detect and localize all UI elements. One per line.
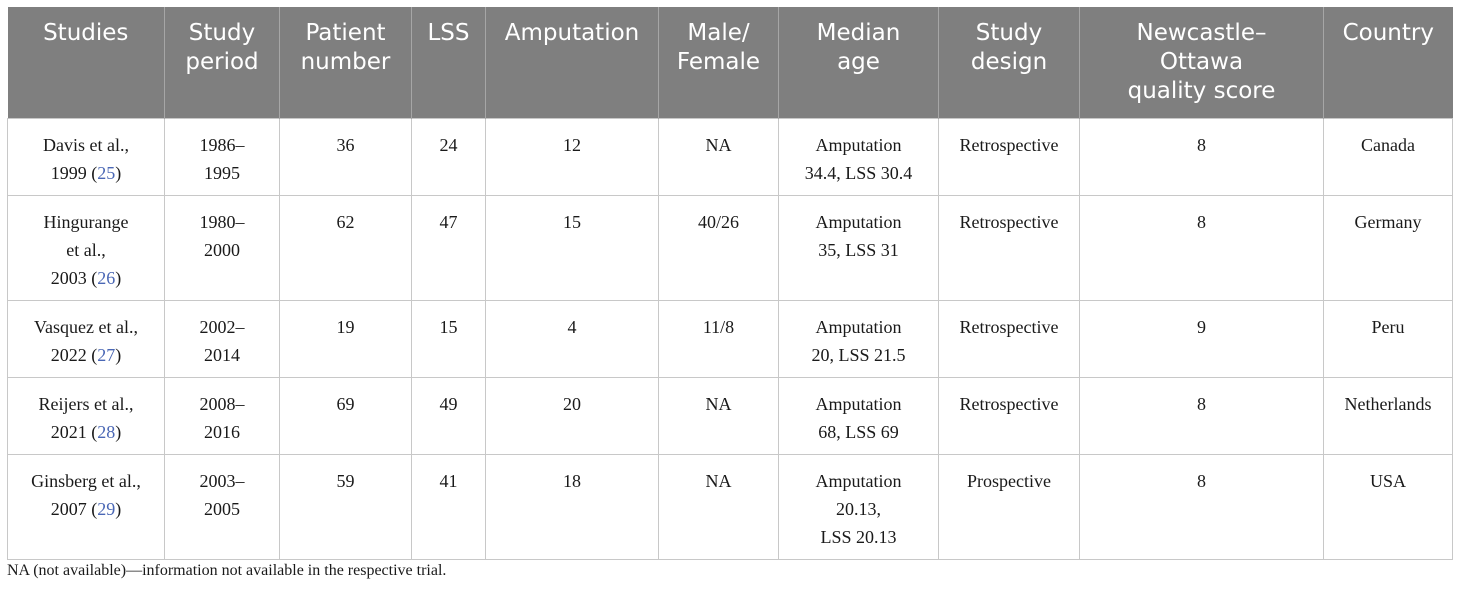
score-cell: 8 xyxy=(1079,377,1324,455)
amputation-cell: 4 xyxy=(485,300,659,378)
score-cell: 8 xyxy=(1079,195,1324,301)
study-text: Vasquez et al., 2022 ( xyxy=(34,317,138,365)
design-cell: Retrospective xyxy=(938,118,1080,196)
study-text-end: ) xyxy=(115,345,122,365)
header-row: Studies Study period Patient number LSS … xyxy=(7,7,1453,119)
age-cell: Amputation 20, LSS 21.5 xyxy=(778,300,939,378)
table-row: Ginsberg et al., 2007 (29) 2003– 2005 59… xyxy=(7,454,1453,560)
patients-cell: 19 xyxy=(279,300,412,378)
reference-link[interactable]: 29 xyxy=(97,499,116,519)
patients-cell: 59 xyxy=(279,454,412,560)
study-text-end: ) xyxy=(115,268,122,288)
period-cell: 2008– 2016 xyxy=(164,377,280,455)
amputation-cell: 18 xyxy=(485,454,659,560)
country-cell: Peru xyxy=(1323,300,1453,378)
study-text-end: ) xyxy=(115,422,122,442)
study-text-end: ) xyxy=(115,499,122,519)
score-cell: 8 xyxy=(1079,454,1324,560)
sex-cell: NA xyxy=(658,118,779,196)
header-study-design: Study design xyxy=(938,7,1080,119)
score-cell: 8 xyxy=(1079,118,1324,196)
lss-cell: 41 xyxy=(411,454,486,560)
table-row: Vasquez et al., 2022 (27) 2002– 2014 19 … xyxy=(7,300,1453,378)
lss-cell: 49 xyxy=(411,377,486,455)
reference-link[interactable]: 26 xyxy=(97,268,116,288)
header-country: Country xyxy=(1323,7,1453,119)
age-cell: Amputation 34.4, LSS 30.4 xyxy=(778,118,939,196)
study-text-end: ) xyxy=(115,163,122,183)
amputation-cell: 15 xyxy=(485,195,659,301)
table-row: Hingurange et al., 2003 (26) 1980– 2000 … xyxy=(7,195,1453,301)
study-cell: Ginsberg et al., 2007 (29) xyxy=(7,454,165,560)
study-text: Hingurange et al., 2003 ( xyxy=(43,212,129,288)
design-cell: Retrospective xyxy=(938,300,1080,378)
header-male-female: Male/ Female xyxy=(658,7,779,119)
period-cell: 1986– 1995 xyxy=(164,118,280,196)
table-footnote: NA (not available)—information not avail… xyxy=(7,562,447,579)
study-cell: Reijers et al., 2021 (28) xyxy=(7,377,165,455)
score-cell: 9 xyxy=(1079,300,1324,378)
study-text: Davis et al., 1999 ( xyxy=(43,135,129,183)
age-cell: Amputation 35, LSS 31 xyxy=(778,195,939,301)
header-lss: LSS xyxy=(411,7,486,119)
amputation-cell: 12 xyxy=(485,118,659,196)
studies-table: Studies Study period Patient number LSS … xyxy=(7,7,1453,560)
study-cell: Vasquez et al., 2022 (27) xyxy=(7,300,165,378)
design-cell: Retrospective xyxy=(938,195,1080,301)
patients-cell: 69 xyxy=(279,377,412,455)
study-cell: Hingurange et al., 2003 (26) xyxy=(7,195,165,301)
lss-cell: 24 xyxy=(411,118,486,196)
header-quality-score: Newcastle– Ottawa quality score xyxy=(1079,7,1324,119)
table-row: Reijers et al., 2021 (28) 2008– 2016 69 … xyxy=(7,377,1453,455)
patients-cell: 62 xyxy=(279,195,412,301)
header-amputation: Amputation xyxy=(485,7,659,119)
reference-link[interactable]: 27 xyxy=(97,345,116,365)
sex-cell: NA xyxy=(658,377,779,455)
design-cell: Prospective xyxy=(938,454,1080,560)
header-median-age: Median age xyxy=(778,7,939,119)
header-patient-number: Patient number xyxy=(279,7,412,119)
country-cell: USA xyxy=(1323,454,1453,560)
period-cell: 2002– 2014 xyxy=(164,300,280,378)
sex-cell: NA xyxy=(658,454,779,560)
study-text: Ginsberg et al., 2007 ( xyxy=(31,471,141,519)
reference-link[interactable]: 28 xyxy=(97,422,116,442)
sex-cell: 11/8 xyxy=(658,300,779,378)
age-cell: Amputation 68, LSS 69 xyxy=(778,377,939,455)
country-cell: Canada xyxy=(1323,118,1453,196)
sex-cell: 40/26 xyxy=(658,195,779,301)
study-text: Reijers et al., 2021 ( xyxy=(38,394,134,442)
country-cell: Germany xyxy=(1323,195,1453,301)
header-studies: Studies xyxy=(7,7,165,119)
table-row: Davis et al., 1999 (25) 1986– 1995 36 24… xyxy=(7,118,1453,196)
period-cell: 1980– 2000 xyxy=(164,195,280,301)
age-cell: Amputation 20.13, LSS 20.13 xyxy=(778,454,939,560)
reference-link[interactable]: 25 xyxy=(97,163,116,183)
amputation-cell: 20 xyxy=(485,377,659,455)
patients-cell: 36 xyxy=(279,118,412,196)
lss-cell: 15 xyxy=(411,300,486,378)
period-cell: 2003– 2005 xyxy=(164,454,280,560)
lss-cell: 47 xyxy=(411,195,486,301)
header-study-period: Study period xyxy=(164,7,280,119)
country-cell: Netherlands xyxy=(1323,377,1453,455)
design-cell: Retrospective xyxy=(938,377,1080,455)
study-cell: Davis et al., 1999 (25) xyxy=(7,118,165,196)
